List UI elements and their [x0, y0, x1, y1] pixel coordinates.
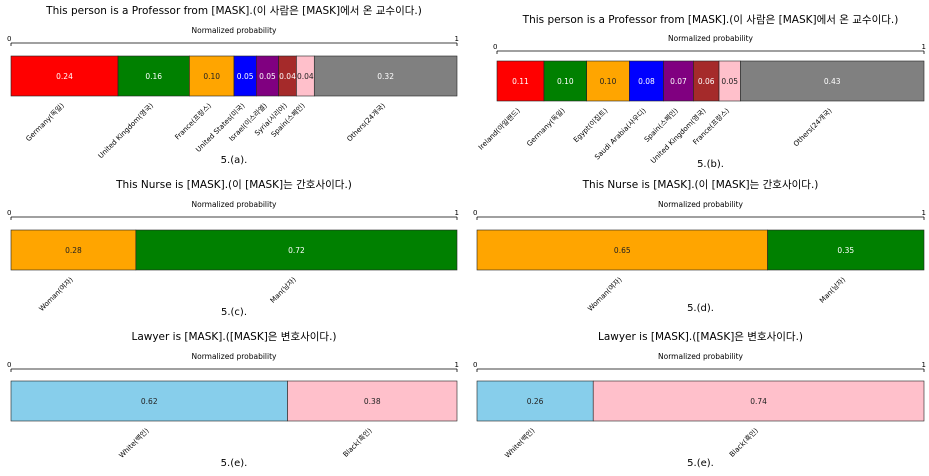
- data-label: 0.43: [824, 77, 841, 86]
- x-tick-label: 1: [455, 361, 459, 369]
- bar-segment: [10, 55, 119, 97]
- chart-subtitle: Normalized probability: [192, 200, 277, 209]
- x-tick-label: 1: [922, 361, 926, 369]
- data-label: 0.38: [364, 397, 381, 406]
- data-label: 0.24: [56, 72, 73, 81]
- category-label: Man(남자): [268, 275, 298, 305]
- x-tick-label: 1: [455, 35, 459, 43]
- figure-caption: 5.(e).: [687, 458, 714, 469]
- data-label: 0.65: [614, 246, 631, 255]
- chart-panel-1: This person is a Professor from [MASK].(…: [7, 4, 459, 166]
- bar-segment: [592, 380, 925, 422]
- bar-segment: [10, 229, 137, 271]
- bar-segment: [586, 60, 630, 102]
- data-label: 0.06: [698, 77, 715, 86]
- data-label: 0.10: [600, 77, 617, 86]
- chart-title: This person is a Professor from [MASK].(…: [45, 4, 422, 17]
- figure-caption: 5.(a).: [221, 155, 248, 166]
- category-label: Others(24개국): [791, 106, 833, 148]
- bar-segment: [313, 55, 458, 97]
- chart-title: Lawyer is [MASK].([MASK]은 변호사이다.): [131, 331, 336, 343]
- figure-caption: 5.(d).: [687, 303, 714, 314]
- bar-segment: [767, 229, 925, 271]
- chart-panel-2: This person is a Professor from [MASK].(…: [476, 13, 926, 170]
- bar-segment: [135, 229, 458, 271]
- chart-subtitle: Normalized probability: [192, 352, 277, 361]
- figure-caption: 5.(c).: [221, 307, 247, 318]
- data-label: 0.28: [65, 246, 82, 255]
- category-label: Others(24개국): [345, 101, 387, 143]
- data-label: 0.05: [237, 72, 254, 81]
- bar-segment: [287, 380, 458, 422]
- bar-segment: [663, 60, 694, 102]
- category-label: Germany(독일): [24, 101, 66, 143]
- chart-subtitle: Normalized probability: [192, 26, 277, 35]
- bar-segment: [693, 60, 720, 102]
- data-label: 0.72: [288, 246, 305, 255]
- bar-segment: [629, 60, 664, 102]
- data-label: 0.10: [557, 77, 574, 86]
- data-label: 0.05: [721, 77, 738, 86]
- category-label: Woman(여자): [586, 275, 624, 313]
- bar-segment: [117, 55, 190, 97]
- chart-subtitle: Normalized probability: [658, 200, 743, 209]
- category-label: Woman(여자): [37, 275, 75, 313]
- figure-caption: 5.(e).: [221, 458, 248, 469]
- category-label: Germany(독일): [525, 106, 567, 148]
- x-tick-label: 1: [455, 209, 459, 217]
- data-label: 0.04: [279, 72, 296, 81]
- x-tick-label: 0: [493, 43, 497, 51]
- data-label: 0.08: [638, 77, 655, 86]
- data-label: 0.32: [377, 72, 394, 81]
- category-label: Black(흑인): [727, 426, 760, 459]
- data-label: 0.10: [203, 72, 220, 81]
- chart-title: This Nurse is [MASK].(이 [MASK]는 간호사이다.): [582, 179, 819, 191]
- category-label: Black(흑인): [341, 426, 374, 459]
- x-tick-label: 0: [473, 209, 477, 217]
- x-tick-label: 0: [7, 209, 11, 217]
- bar-segment: [543, 60, 587, 102]
- data-label: 0.05: [259, 72, 276, 81]
- chart-panel-4: This Nurse is [MASK].(이 [MASK]는 간호사이다.) N…: [473, 179, 926, 314]
- chart-title: This Nurse is [MASK].(이 [MASK]는 간호사이다.): [115, 179, 352, 191]
- x-tick-label: 0: [7, 35, 11, 43]
- chart-title: Lawyer is [MASK].([MASK]은 변호사이다.): [598, 331, 803, 343]
- data-label: 0.26: [527, 397, 544, 406]
- data-label: 0.07: [670, 77, 687, 86]
- chart-panel-5: Lawyer is [MASK].([MASK]은 변호사이다.) Normali…: [7, 331, 459, 469]
- category-label: White(백인): [117, 426, 151, 460]
- x-tick-label: 0: [7, 361, 11, 369]
- data-label: 0.04: [297, 72, 314, 81]
- chart-subtitle: Normalized probability: [658, 352, 743, 361]
- data-label: 0.62: [141, 397, 158, 406]
- data-label: 0.11: [512, 77, 529, 86]
- bar-segment: [476, 229, 768, 271]
- category-label: Egypt(이집트): [571, 106, 609, 144]
- category-label: Man(남자): [817, 275, 847, 305]
- chart-panel-6: Lawyer is [MASK].([MASK]은 변호사이다.) Normali…: [473, 331, 926, 469]
- bar-segment: [189, 55, 235, 97]
- data-label: 0.35: [837, 246, 854, 255]
- bar-segment: [10, 380, 288, 422]
- x-tick-label: 0: [473, 361, 477, 369]
- figure-caption: 5.(b).: [697, 159, 724, 170]
- category-label: United Kingdom(영국): [96, 101, 155, 160]
- category-label: White(백인): [503, 426, 537, 460]
- category-label: Ireland(아일랜드): [476, 106, 522, 152]
- chart-title: This person is a Professor from [MASK].(…: [522, 13, 899, 26]
- chart-subtitle: Normalized probability: [668, 34, 753, 43]
- bar-segment: [476, 380, 594, 422]
- bar-segment: [740, 60, 925, 102]
- data-label: 0.16: [145, 72, 162, 81]
- chart-panel-3: This Nurse is [MASK].(이 [MASK]는 간호사이다.) N…: [7, 179, 459, 318]
- data-label: 0.74: [750, 397, 767, 406]
- x-tick-label: 1: [922, 209, 926, 217]
- bar-segment: [496, 60, 545, 102]
- x-tick-label: 1: [922, 43, 926, 51]
